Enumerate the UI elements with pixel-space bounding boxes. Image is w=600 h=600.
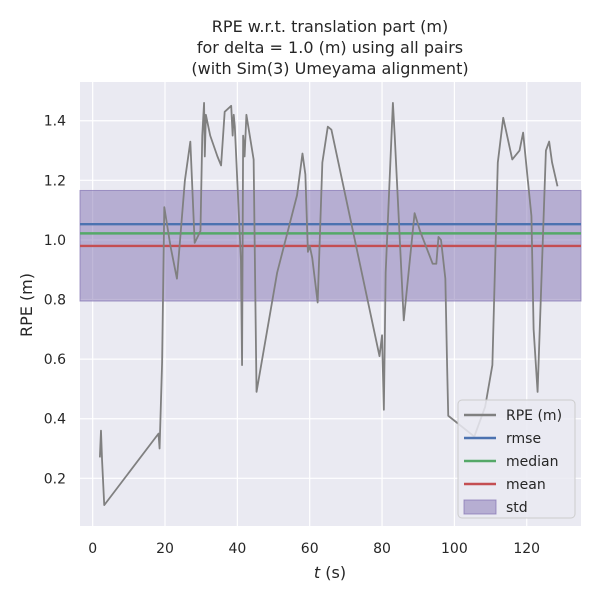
chart-title: RPE w.r.t. translation part (m) for delt… (191, 17, 468, 78)
series-layer (99, 101, 559, 507)
legend: RPE (m) rmse median mean std (457, 399, 576, 519)
x-axis-label-variable: t (314, 563, 321, 582)
y-axis-label: RPE (m) (17, 273, 36, 337)
y-tick-label: 1.0 (44, 233, 66, 249)
legend-label: median (506, 454, 558, 470)
chart-title-line-3: (with Sim(3) Umeyama alignment) (191, 59, 468, 78)
rpe-series-line (99, 101, 559, 507)
y-tick-label: 1.2 (44, 173, 66, 189)
legend-label: RPE (m) (506, 408, 562, 424)
y-tick-label: 0.2 (44, 471, 66, 487)
x-tick-label: 0 (88, 541, 97, 557)
x-tick-label: 60 (301, 541, 319, 557)
legend-swatch (463, 499, 497, 515)
chart-title-line-2: for delta = 1.0 (m) using all pairs (197, 38, 463, 57)
y-tick-label: 0.6 (44, 352, 66, 368)
y-tick-label: 1.4 (44, 114, 66, 130)
y-tick-labels: 0.2 0.4 0.6 0.8 1.0 1.2 1.4 (44, 114, 66, 488)
x-axis-label-unit: (s) (320, 563, 346, 582)
y-tick-label: 0.4 (44, 412, 66, 428)
legend-box (457, 399, 576, 519)
x-tick-labels: 0 20 40 60 80 100 120 (88, 541, 540, 557)
legend-label: mean (506, 477, 546, 493)
x-tick-label: 100 (441, 541, 468, 557)
chart-title-line-1: RPE w.r.t. translation part (m) (212, 17, 448, 36)
x-tick-label: 120 (513, 541, 540, 557)
y-tick-label: 0.8 (44, 293, 66, 309)
x-axis-label: t (s) (314, 563, 346, 582)
x-tick-label: 80 (373, 541, 391, 557)
legend-label: rmse (506, 431, 541, 447)
x-tick-label: 40 (228, 541, 246, 557)
x-tick-label: 20 (156, 541, 174, 557)
legend-label: std (506, 500, 528, 516)
